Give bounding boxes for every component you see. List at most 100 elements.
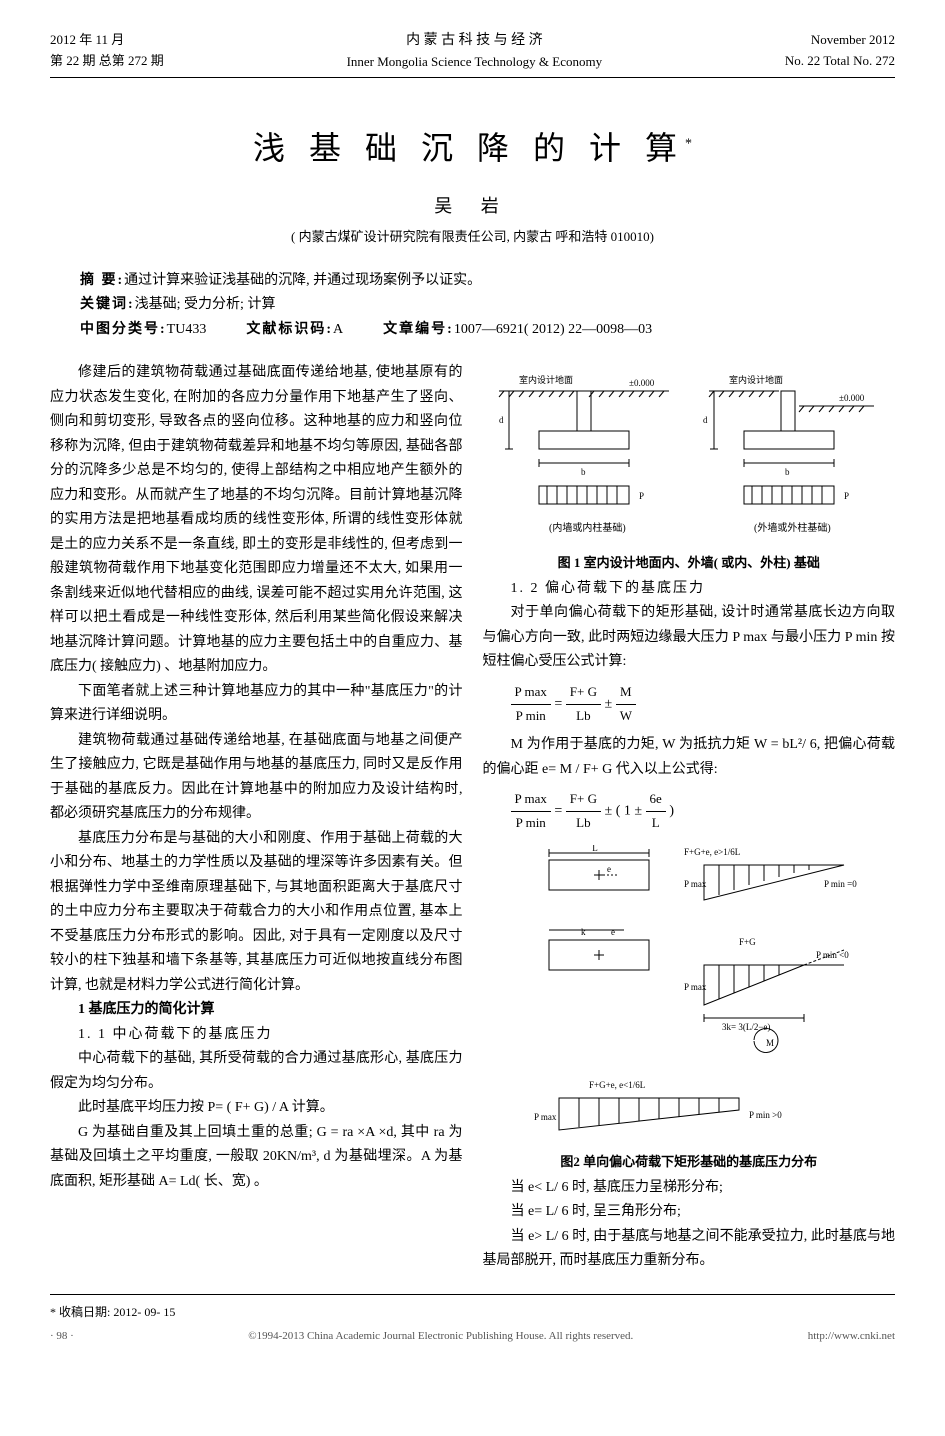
copyright-row: · 98 · ©1994-2013 China Academic Journal… [50,1328,895,1346]
svg-text:k: k [581,927,586,937]
svg-text:P min >0: P min >0 [749,1110,782,1120]
classification-row: 中图分类号:TU433 文献标识码:A 文章编号:1007—6921( 2012… [80,319,865,341]
svg-text:±0.000: ±0.000 [839,393,865,403]
paragraph: 建筑物荷载通过基础传递给地基, 在基础底面与地基之间便产生了接触应力, 它既是基… [50,729,463,827]
formula-2-lhs: P max P min [511,788,551,835]
author: 吴 岩 [50,192,895,221]
paren-close: ) [669,804,674,819]
svg-text:P min <0: P min <0 [816,950,849,960]
formula-1-rhs-den: W [616,705,636,728]
svg-text:室内设计地面: 室内设计地面 [729,374,783,385]
svg-text:F+G: F+G [739,937,756,947]
formula-1-mid: F+ G Lb [566,681,601,728]
article-title: 浅 基 础 沉 降 的 计 算* [50,123,895,174]
cnki-url: http://www.cnki.net [808,1328,895,1346]
header-left: 2012 年 11 月 第 22 期 总第 272 期 [50,30,164,73]
keywords-row: 关键词:浅基础; 受力分析; 计算 [80,294,865,316]
equals-sign: = [554,696,565,711]
meta-block: 摘 要:通过计算来验证浅基础的沉降, 并通过现场案例予以证实。 关键词:浅基础;… [80,270,865,341]
svg-text:P max: P max [684,879,707,889]
figure-1-svg: 室内设计地面 ±0.000 [489,371,889,546]
formula-2-lhs-den: P min [511,812,551,835]
svg-text:(内墙或内柱基础): (内墙或内柱基础) [549,521,626,534]
figure-2-svg: L e k e [509,845,869,1145]
section-1-heading: 1 基底压力的简化计算 [50,998,463,1023]
body-columns: 修建后的建筑物荷载通过基础底面传递给地基, 使地基原有的应力状态发生变化, 在附… [50,361,895,1274]
svg-text:±0.000: ±0.000 [629,378,655,388]
paragraph: 当 e= L/ 6 时, 呈三角形分布; [483,1200,896,1225]
keywords-text: 浅基础; 受力分析; 计算 [135,297,276,312]
paragraph: 基底压力分布是与基础的大小和刚度、作用于基础上荷载的大小和分布、地基土的力学性质… [50,827,463,999]
formula-1-rhs: M W [616,681,636,728]
figure-1: 室内设计地面 ±0.000 [483,371,896,546]
article-id-label: 文章编号: [383,322,454,337]
formula-2-frac: 6e L [646,788,666,835]
plus-minus-sign: ± [605,696,613,711]
svg-text:L: L [592,845,598,853]
formula-1-mid-den: Lb [566,705,601,728]
abstract-text: 通过计算来验证浅基础的沉降, 并通过现场案例予以证实。 [124,273,481,288]
svg-text:P: P [639,491,644,501]
formula-1-lhs: P max P min [511,681,551,728]
svg-text:室内设计地面: 室内设计地面 [519,374,573,385]
paren-open: ( 1 ± [616,804,642,819]
formula-1-lhs-num: P max [511,681,551,705]
svg-text:(外墙或外柱基础): (外墙或外柱基础) [754,521,831,534]
formula-2-frac-den: L [646,812,666,835]
header-right: November 2012 No. 22 Total No. 272 [785,30,895,73]
formula-2-mid: F+ G Lb [566,788,601,835]
formula-2-lhs-num: P max [511,788,551,812]
clc-value: TU433 [167,322,207,337]
footnote-rule [50,1294,895,1299]
paragraph: 此时基底平均压力按 P= ( F+ G) / A 计算。 [50,1096,463,1121]
paragraph: 对于单向偏心荷载下的矩形基础, 设计时通常基底长边方向取与偏心方向一致, 此时两… [483,601,896,675]
svg-text:d: d [703,415,708,425]
article-id-value: 1007—6921( 2012) 22—0098—03 [454,322,652,337]
doc-code-block: 文献标识码:A [246,319,343,341]
paragraph: 当 e> L/ 6 时, 由于基底与地基之间不能承受拉力, 此时基底与地基局部脱… [483,1225,896,1274]
header-center: 内 蒙 古 科 技 与 经 济 Inner Mongolia Science T… [164,30,785,73]
svg-text:F+G+e, e>1/6L: F+G+e, e>1/6L [684,847,740,857]
clc-label: 中图分类号: [80,322,167,337]
svg-text:P min =0: P min =0 [824,879,857,889]
svg-text:M: M [766,1038,774,1048]
keywords-label: 关键词: [80,297,135,312]
right-column: 室内设计地面 ±0.000 [483,361,896,1274]
abstract-row: 摘 要:通过计算来验证浅基础的沉降, 并通过现场案例予以证实。 [80,270,865,292]
section-1-2-heading: 1. 2 偏心荷载下的基底压力 [483,577,896,602]
formula-2: P max P min = F+ G Lb ± ( 1 ± 6e L ) [511,788,896,835]
footnote-label: * 收稿日期: [50,1305,110,1319]
header-issue: 第 22 期 总第 272 期 [50,51,164,72]
svg-text:F+G+e, e<1/6L: F+G+e, e<1/6L [589,1080,645,1090]
paragraph: 中心荷载下的基础, 其所受荷载的合力通过基底形心, 基底压力假定为均匀分布。 [50,1047,463,1096]
svg-text:P max: P max [534,1112,557,1122]
journal-title-cn: 内 蒙 古 科 技 与 经 济 [164,30,785,52]
header-issue-en: No. 22 Total No. 272 [785,51,895,72]
affiliation: ( 内蒙古煤矿设计研究院有限责任公司, 内蒙古 呼和浩特 010010) [50,227,895,248]
formula-2-mid-den: Lb [566,812,601,835]
footnote: * 收稿日期: 2012- 09- 15 [50,1303,895,1322]
paragraph: 当 e< L/ 6 时, 基底压力呈梯形分布; [483,1176,896,1201]
copyright-text: ©1994-2013 China Academic Journal Electr… [248,1328,633,1346]
abstract-label: 摘 要: [80,273,124,288]
svg-text:b: b [785,467,790,477]
title-footnote-marker: * [685,137,692,152]
header-date-en: November 2012 [785,30,895,51]
figure-2: L e k e [483,845,896,1145]
paragraph: M 为作用于基底的力矩, W 为抵抗力矩 W = bL²/ 6, 把偏心荷载的偏… [483,733,896,782]
svg-text:d: d [499,415,504,425]
figure-2-caption: 图2 单向偏心荷载下矩形基础的基底压力分布 [483,1151,896,1174]
paragraph: 下面笔者就上述三种计算地基应力的其中一种"基底压力"的计算来进行详细说明。 [50,680,463,729]
page-number: · 98 · [50,1328,74,1346]
section-1-1-heading: 1. 1 中心荷载下的基底压力 [50,1023,463,1048]
plus-minus-sign: ± [605,804,613,819]
formula-1-lhs-den: P min [511,705,551,728]
paragraph: G 为基础自重及其上回填土重的总重; G = ra ×A ×d, 其中 ra 为… [50,1121,463,1195]
formula-1: P max P min = F+ G Lb ± M W [511,681,896,728]
formula-1-mid-num: F+ G [566,681,601,705]
paragraph: 修建后的建筑物荷载通过基础底面传递给地基, 使地基原有的应力状态发生变化, 在附… [50,361,463,680]
equals-sign: = [554,804,565,819]
svg-text:e: e [611,927,615,937]
svg-text:b: b [581,467,586,477]
footnote-date: 2012- 09- 15 [113,1305,175,1319]
